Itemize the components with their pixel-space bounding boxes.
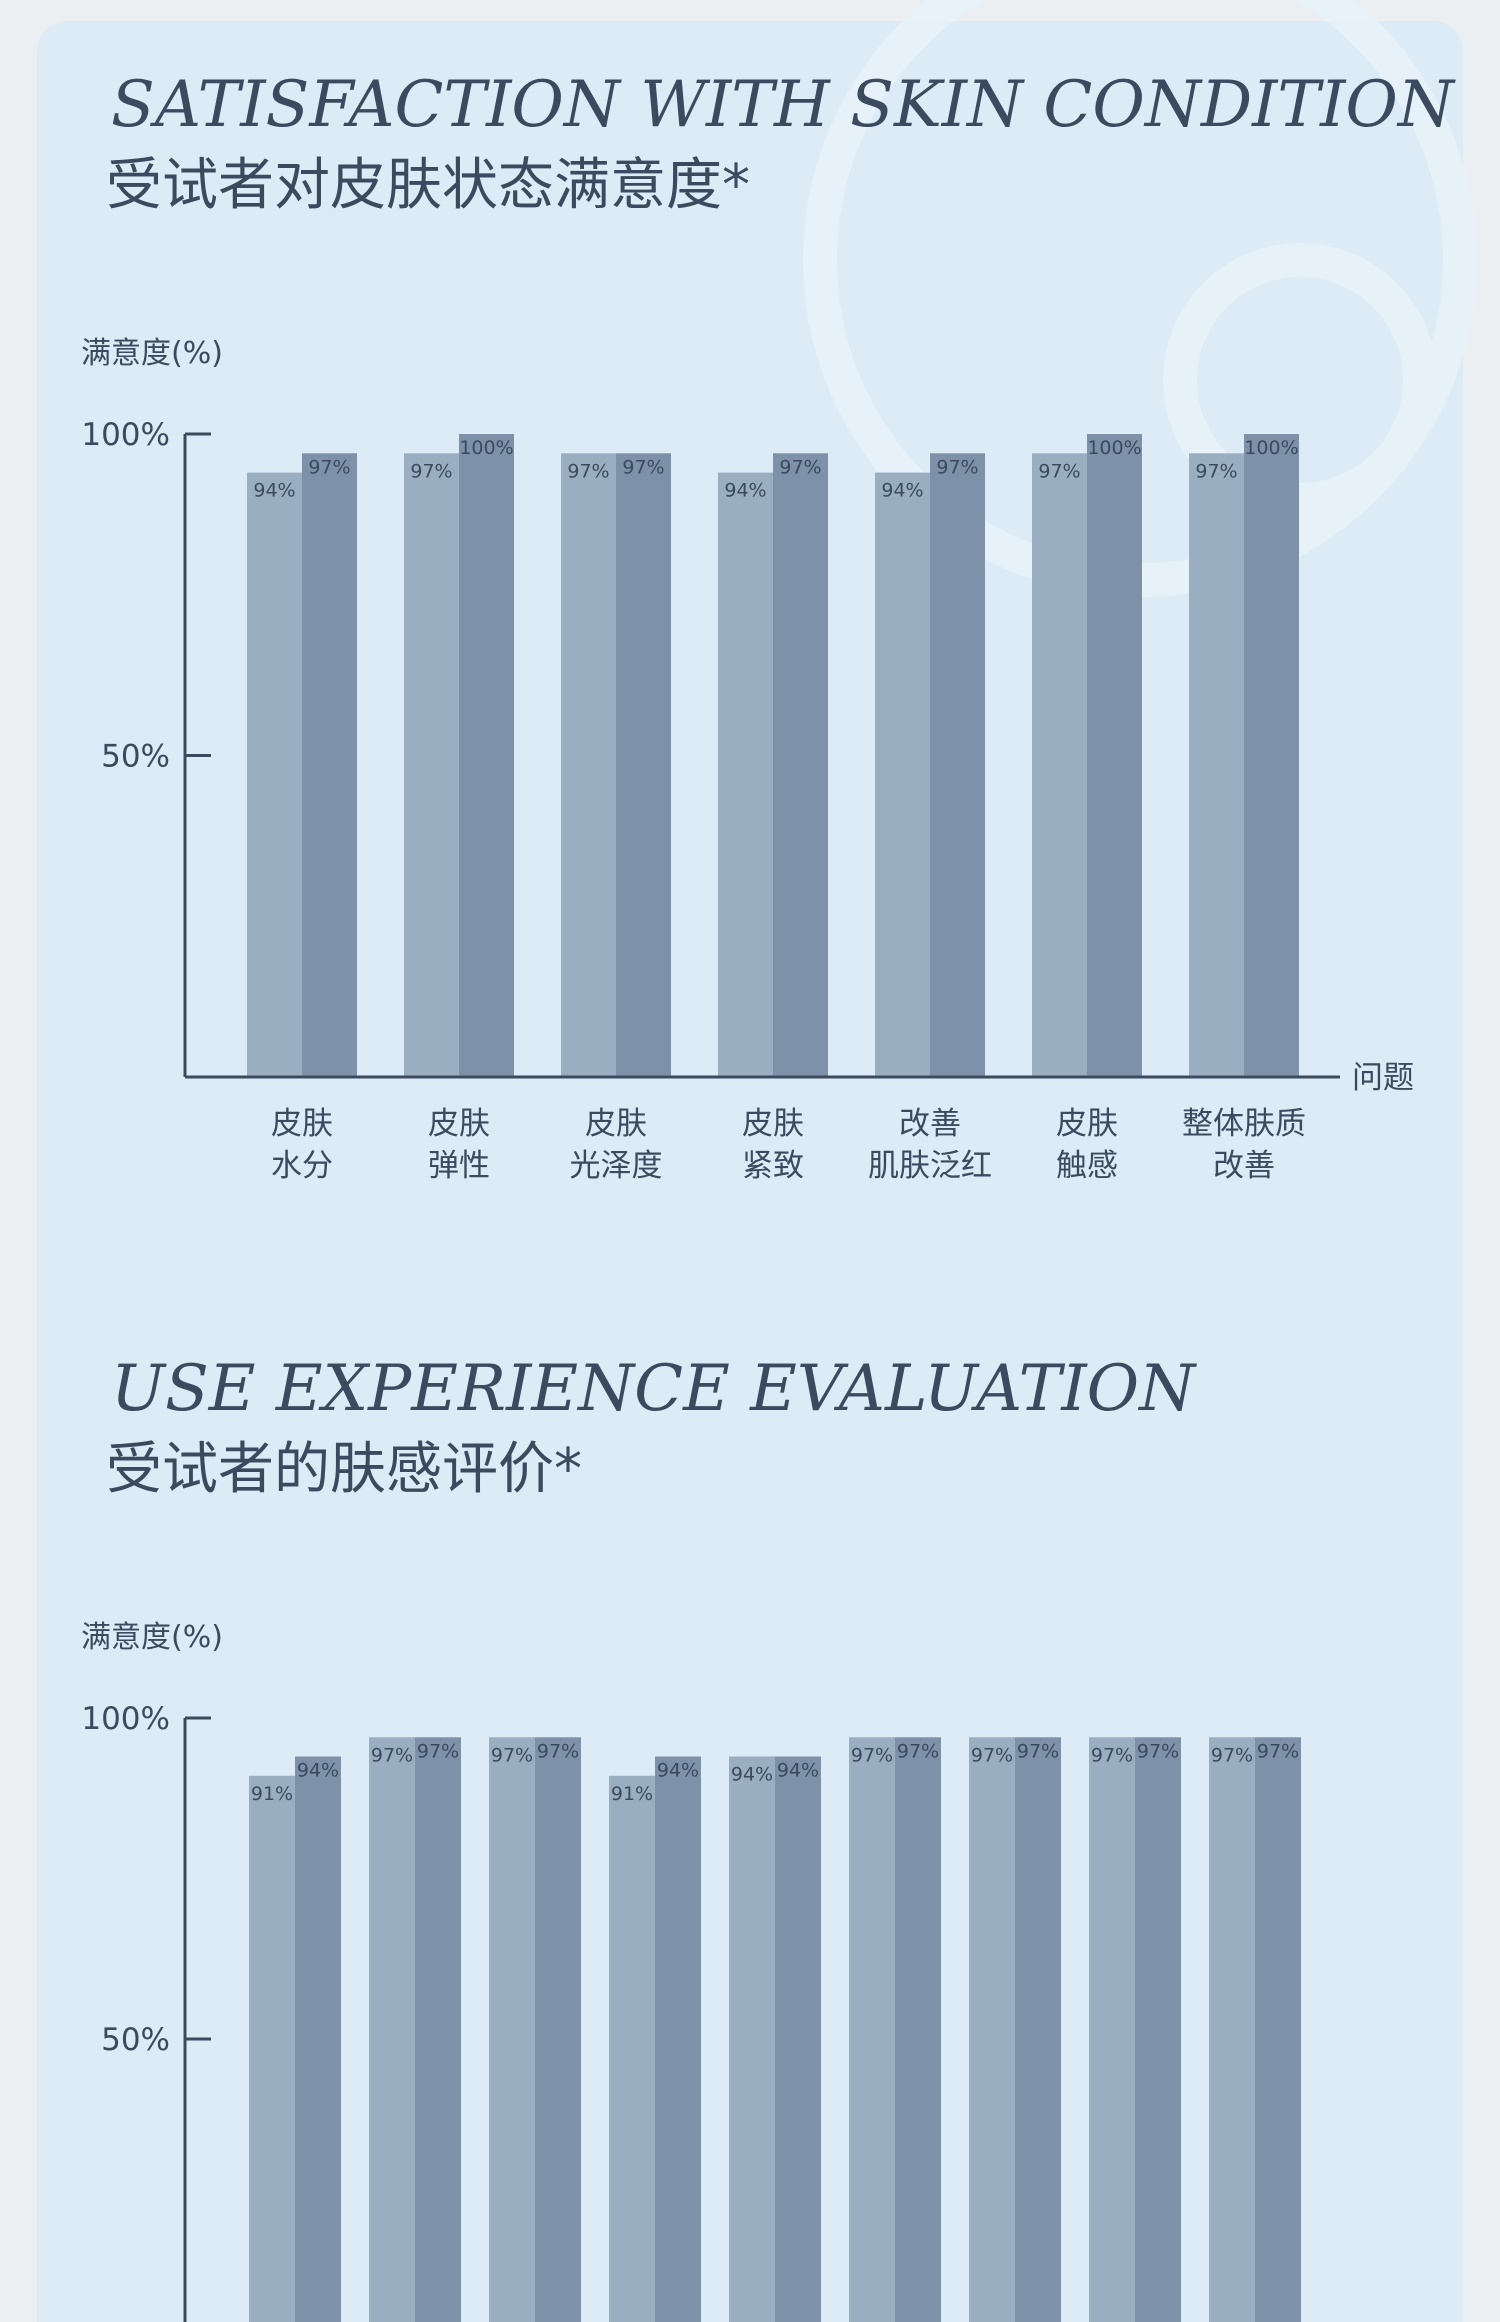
chart-title: USE EXPERIENCE EVALUATION	[111, 1352, 1197, 1426]
value-label: 97%	[537, 1740, 579, 1762]
x-tick-label: 改善	[899, 1106, 961, 1142]
value-label: 97%	[897, 1740, 939, 1762]
x-tick-label: 肌肤泛红	[868, 1148, 992, 1184]
value-label: 94%	[881, 480, 923, 502]
bar	[295, 1756, 341, 2322]
bar	[1087, 434, 1142, 1077]
value-label: 100%	[1087, 437, 1141, 459]
bar	[561, 453, 616, 1077]
value-label: 97%	[1038, 460, 1080, 482]
value-label: 97%	[308, 456, 350, 478]
bar	[849, 1737, 895, 2322]
value-label: 97%	[622, 456, 664, 478]
chart-title: SATISFACTION WITH SKIN CONDITION	[111, 68, 1456, 142]
bar	[773, 453, 828, 1077]
bar	[302, 453, 357, 1077]
bar	[718, 472, 773, 1078]
x-tick-label: 光泽度	[570, 1148, 663, 1184]
x-tick-label: 皮肤	[271, 1106, 333, 1142]
x-tick-label: 弹性	[428, 1148, 490, 1184]
value-label: 100%	[459, 437, 513, 459]
chart-subtitle: 受试者的肤感评价*	[106, 1437, 582, 1502]
y-axis-label: 满意度(%)	[81, 336, 223, 371]
bar	[875, 472, 930, 1078]
value-label: 91%	[251, 1783, 293, 1805]
x-tick-label: 皮肤	[585, 1106, 647, 1142]
bar	[895, 1737, 941, 2322]
bar	[1255, 1737, 1301, 2322]
bar	[616, 453, 671, 1077]
bar	[369, 1737, 415, 2322]
x-tick-label: 皮肤	[1056, 1106, 1118, 1142]
x-tick-label: 触感	[1056, 1148, 1118, 1184]
x-tick-label: 整体肤质	[1182, 1106, 1306, 1142]
x-tick-label: 皮肤	[428, 1106, 490, 1142]
value-label: 97%	[491, 1744, 533, 1766]
value-label: 100%	[1244, 437, 1298, 459]
chart-subtitle: 受试者对皮肤状态满意度*	[106, 153, 750, 218]
value-label: 94%	[297, 1760, 339, 1782]
value-label: 97%	[1091, 1744, 1133, 1766]
bar	[1015, 1737, 1061, 2322]
y-tick-label: 100%	[81, 417, 170, 453]
value-label: 97%	[1257, 1740, 1299, 1762]
value-label: 97%	[567, 460, 609, 482]
value-label: 97%	[971, 1744, 1013, 1766]
bar	[249, 1775, 295, 2322]
bar	[404, 453, 459, 1077]
value-label: 94%	[253, 480, 295, 502]
bar	[1189, 453, 1244, 1077]
bar	[415, 1737, 461, 2322]
value-label: 94%	[724, 480, 766, 502]
bar	[655, 1756, 701, 2322]
bar	[609, 1775, 655, 2322]
bar	[930, 453, 985, 1077]
value-label: 97%	[779, 456, 821, 478]
x-tick-label: 皮肤	[742, 1106, 804, 1142]
x-axis-label: 问题	[1352, 1060, 1414, 1096]
bar	[1209, 1737, 1255, 2322]
bar	[489, 1737, 535, 2322]
value-label: 97%	[371, 1744, 413, 1766]
bar	[729, 1756, 775, 2322]
y-tick-label: 50%	[101, 2022, 170, 2058]
x-tick-label: 紧致	[742, 1148, 804, 1184]
value-label: 97%	[1195, 460, 1237, 482]
bar	[969, 1737, 1015, 2322]
value-label: 97%	[1211, 1744, 1253, 1766]
y-tick-label: 50%	[101, 739, 170, 775]
bar	[535, 1737, 581, 2322]
value-label: 94%	[731, 1764, 773, 1786]
bar	[1032, 453, 1087, 1077]
bar	[247, 472, 302, 1078]
bar	[1244, 434, 1299, 1077]
value-label: 91%	[611, 1783, 653, 1805]
y-axis-label: 满意度(%)	[81, 1620, 223, 1655]
bar	[1089, 1737, 1135, 2322]
value-label: 94%	[777, 1760, 819, 1782]
x-tick-label: 改善	[1213, 1148, 1275, 1184]
bar	[1135, 1737, 1181, 2322]
value-label: 94%	[657, 1760, 699, 1782]
value-label: 97%	[417, 1740, 459, 1762]
value-label: 97%	[1017, 1740, 1059, 1762]
value-label: 97%	[936, 456, 978, 478]
value-label: 97%	[851, 1744, 893, 1766]
x-tick-label: 水分	[271, 1148, 333, 1184]
value-label: 97%	[410, 460, 452, 482]
bar	[775, 1756, 821, 2322]
y-tick-label: 100%	[81, 1701, 170, 1737]
bar	[459, 434, 514, 1077]
value-label: 97%	[1137, 1740, 1179, 1762]
